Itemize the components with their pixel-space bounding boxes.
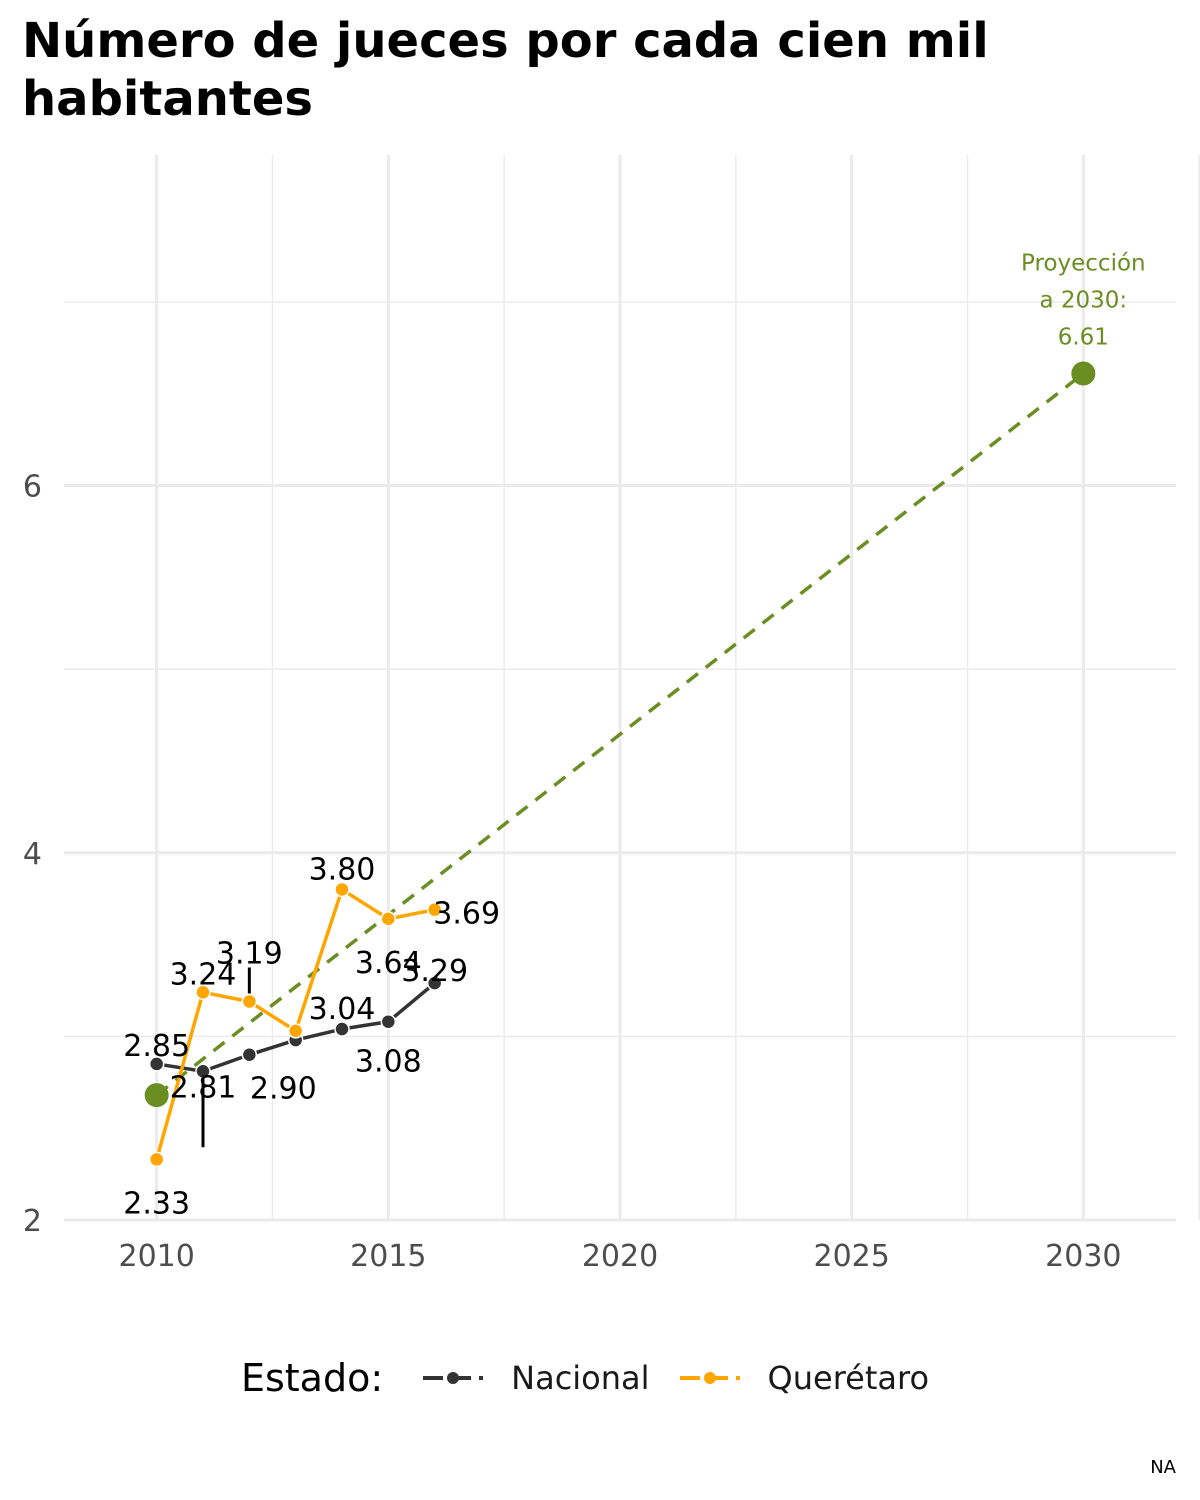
x-tick-label: 2015 <box>350 1239 426 1274</box>
data-label: 3.19 <box>216 936 283 971</box>
x-tick-label: 2030 <box>1045 1239 1121 1274</box>
data-point-nacional <box>334 1021 350 1037</box>
data-label: 3.08 <box>355 1045 422 1080</box>
grid-lines <box>64 155 1200 1222</box>
projection-line <box>155 372 1085 1097</box>
data-point-queretaro <box>241 993 258 1010</box>
projection-start-point <box>144 1083 169 1108</box>
projection-layer: Proyección a 2030: 6.61 <box>144 251 1146 1108</box>
data-point-nacional <box>380 1013 397 1030</box>
data-point-queretaro <box>287 1023 304 1039</box>
data-label: 2.33 <box>123 1186 190 1221</box>
data-point-queretaro <box>148 1151 165 1168</box>
legend-key-queretaro <box>679 1372 740 1384</box>
legend-title: Estado: <box>240 1356 384 1400</box>
data-label: 2.90 <box>250 1072 317 1107</box>
x-tick-label: 2025 <box>813 1239 889 1274</box>
data-label: 3.24 <box>170 957 237 992</box>
legend-item-nacional: Nacional <box>423 1359 650 1397</box>
series-layer <box>148 881 443 1168</box>
data-label: 3.69 <box>433 897 500 932</box>
data-point-queretaro <box>380 911 397 927</box>
data-point-queretaro <box>334 881 350 898</box>
legend-item-queretaro: Querétaro <box>679 1359 930 1397</box>
data-labels: 2.852.81 2.903.043.083.292.333.243.193.80… <box>123 852 500 1221</box>
chart-title: Número de jueces por cada cien mil habit… <box>22 13 989 127</box>
legend-label-nacional: Nacional <box>511 1359 650 1397</box>
data-label: 3.64 <box>355 946 422 981</box>
y-tick-label: 2 <box>23 1204 42 1239</box>
projection-end-point <box>1071 361 1096 386</box>
y-tick-label: 6 <box>23 470 42 505</box>
data-point-nacional <box>148 1056 165 1072</box>
projection-annotation: Proyección <box>1021 251 1146 277</box>
legend-key-nacional <box>423 1372 484 1384</box>
data-label: 3.29 <box>401 954 468 989</box>
projection-annotation: 6.61 <box>1058 325 1109 351</box>
data-point-nacional <box>195 1063 211 1080</box>
data-point-queretaro <box>195 984 211 1001</box>
data-label: 2.85 <box>123 1029 190 1064</box>
caption: NA <box>1150 1457 1176 1478</box>
legend-label-queretaro: Querétaro <box>767 1359 930 1397</box>
x-tick-label: 2010 <box>118 1239 194 1274</box>
data-label: 3.04 <box>309 992 376 1027</box>
x-tick-label: 2020 <box>582 1239 658 1274</box>
projection-annotation: a 2030: <box>1039 288 1127 314</box>
legend: Estado: Nacional Querétaro <box>0 1350 1200 1406</box>
data-point-nacional <box>426 975 443 991</box>
y-tick-label: 4 <box>23 837 42 872</box>
data-label: 3.80 <box>309 852 376 887</box>
axis-tick-labels: 2010 2015 2020 2025 2030 2 4 6 <box>23 470 1122 1274</box>
data-point-queretaro <box>426 901 443 918</box>
data-point-nacional <box>241 1046 258 1063</box>
chart-plot: 2010 2015 2020 2025 2030 2 4 6 Proyección a 2030… <box>23 155 1200 1274</box>
